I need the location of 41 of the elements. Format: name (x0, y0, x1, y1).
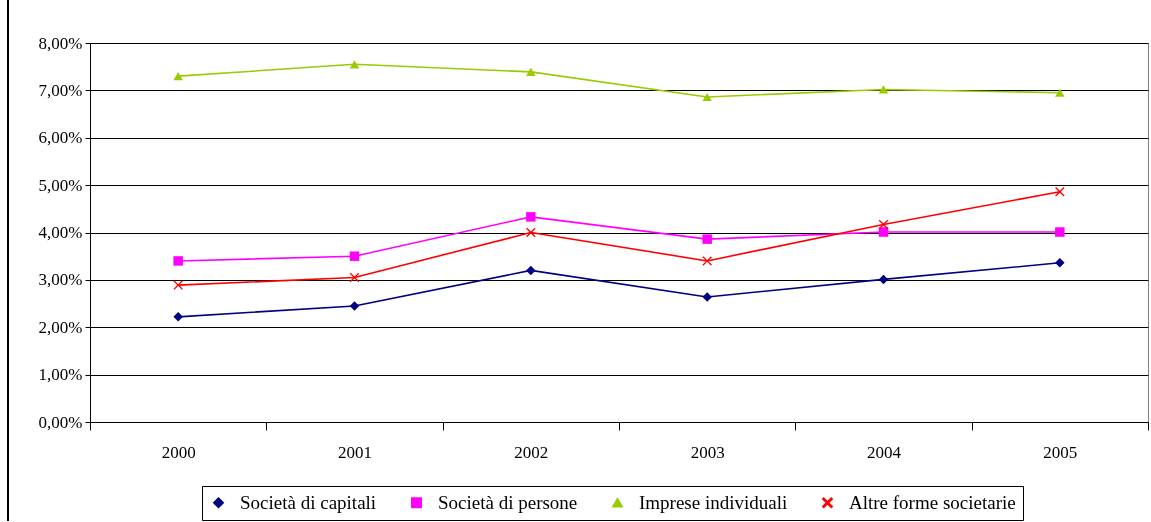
y-tick-label: 6,00% (38, 128, 83, 148)
point (702, 256, 712, 266)
y-tick-label: 5,00% (38, 175, 83, 195)
y-tick-label: 1,00% (38, 365, 83, 385)
legend-label: Altre forme societarie (849, 491, 1016, 513)
x-tick-label: 2003 (690, 442, 725, 462)
y-tick-label: 2,00% (38, 317, 83, 337)
y-tick-label: 4,00% (38, 223, 83, 242)
y-tick-label: 7,00% (38, 80, 83, 100)
legend-label: Imprese individuali (639, 491, 788, 513)
x-tick-label: 2000 (161, 442, 196, 462)
point (702, 92, 712, 102)
point (1055, 187, 1065, 197)
point (702, 234, 712, 244)
x-tick-label: 2005 (1043, 442, 1078, 462)
point (878, 274, 889, 285)
x-tick-label: 2001 (338, 442, 372, 462)
x-tick-label: 2004 (867, 442, 902, 462)
point (526, 265, 536, 276)
point (878, 227, 889, 237)
x-tick-label: 2002 (514, 442, 549, 462)
point (173, 256, 183, 266)
y-tick-label: 3,00% (38, 270, 83, 290)
point (526, 212, 536, 222)
point (1055, 227, 1065, 237)
point (1055, 258, 1065, 268)
point (173, 280, 183, 290)
point (1055, 88, 1065, 97)
point (878, 219, 889, 230)
y-tick-label: 8,00% (38, 33, 83, 53)
point (878, 85, 889, 94)
point (349, 301, 360, 311)
point (526, 67, 536, 77)
point (173, 312, 183, 322)
y-tick-label: 0,00% (38, 412, 83, 432)
point (349, 60, 360, 69)
point (526, 227, 536, 238)
legend-label: Società di capitali (240, 491, 377, 513)
legend-label: Società di persone (438, 491, 578, 513)
point (349, 251, 360, 261)
point (173, 72, 183, 81)
